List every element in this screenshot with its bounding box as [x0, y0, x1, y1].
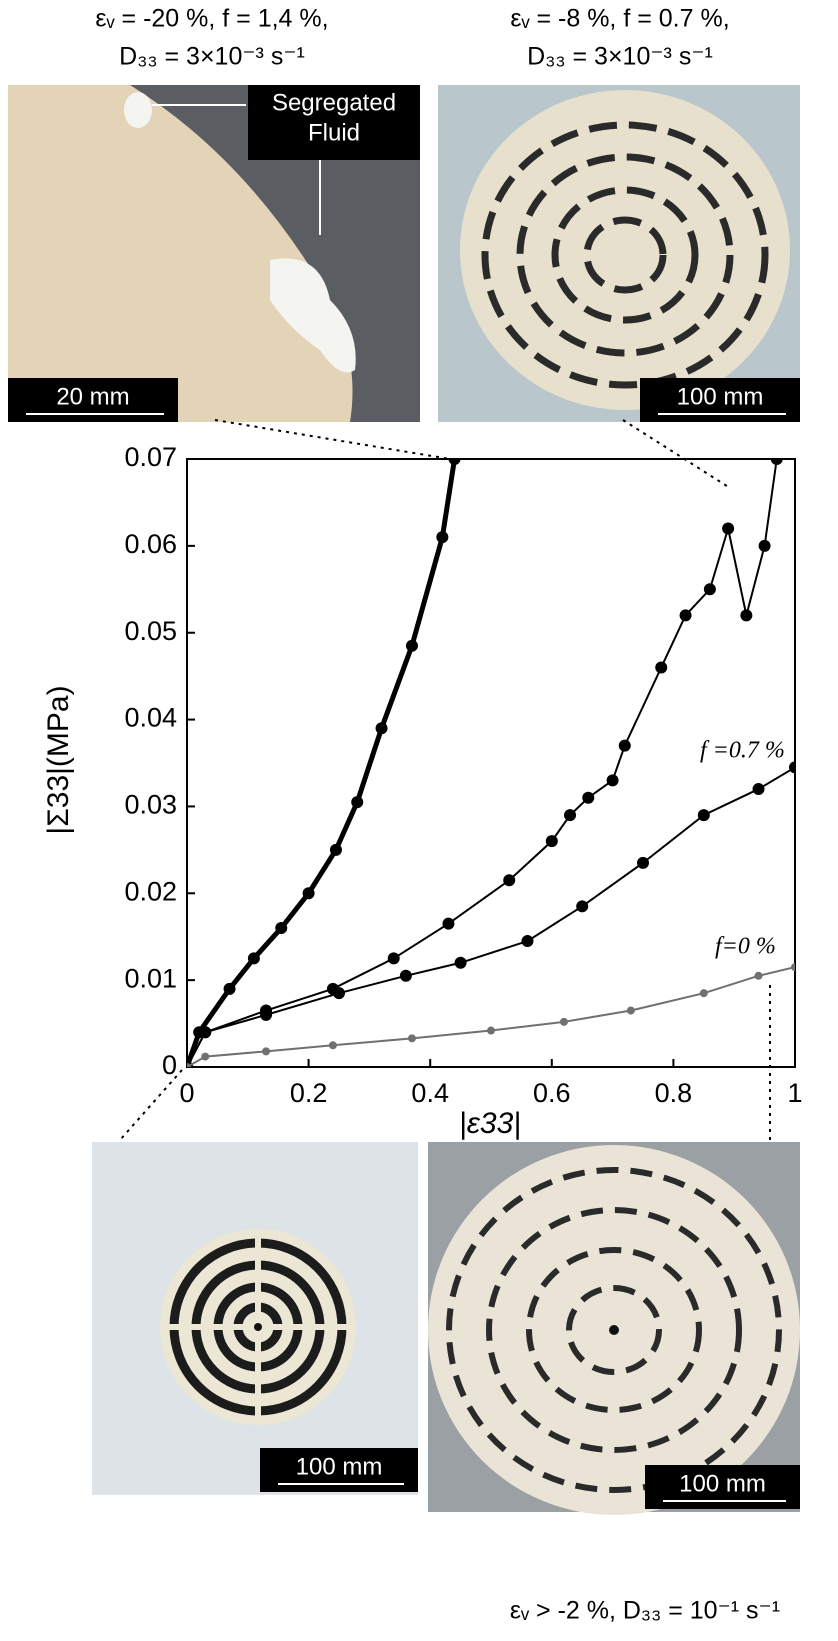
data-point — [521, 935, 534, 948]
data-point — [328, 1041, 337, 1050]
data-point — [407, 1034, 416, 1043]
annotation: f=0 % — [715, 934, 776, 960]
data-point — [275, 922, 288, 935]
series-line — [187, 459, 778, 1067]
data-point — [405, 639, 418, 652]
data-point — [770, 459, 783, 465]
y-tick-label: 0.01 — [124, 963, 177, 993]
data-point — [302, 887, 315, 900]
connectors — [119, 419, 771, 1145]
data-point — [503, 874, 516, 887]
data-point — [223, 982, 236, 995]
data-point — [199, 1026, 212, 1039]
data-point — [545, 835, 558, 848]
data-point — [448, 459, 461, 465]
photo-label: Segregated — [272, 89, 396, 116]
y-axis-label: |Σ33|(MPa) — [42, 685, 75, 834]
data-point — [679, 609, 692, 622]
x-tick-label: 1 — [787, 1078, 802, 1108]
data-point — [655, 661, 668, 674]
data-point — [351, 796, 364, 809]
data-point — [329, 843, 342, 856]
data-point — [618, 739, 631, 752]
x-tick-label: 0 — [179, 1078, 194, 1108]
annotation: f =0.7 % — [700, 738, 785, 764]
data-point — [559, 1017, 568, 1026]
photo-broken-rings — [428, 1142, 800, 1515]
x-tick-label: 0.4 — [411, 1078, 449, 1108]
data-point — [436, 531, 449, 544]
data-point — [375, 722, 388, 735]
photo-caption: D₃₃ = 3×10⁻³ s⁻¹ — [119, 43, 305, 71]
y-tick-label: 0 — [162, 1050, 177, 1080]
y-tick-label: 0.05 — [124, 616, 177, 646]
data-point — [399, 969, 412, 982]
data-point — [722, 522, 735, 535]
y-tick-label: 0.06 — [124, 529, 177, 559]
data-point — [637, 856, 649, 869]
series-line — [187, 966, 795, 1067]
photo-wavy-rings — [438, 85, 800, 422]
data-point — [791, 963, 795, 972]
data-point — [442, 917, 455, 930]
photo-caption: εᵥ > -2 %, D₃₃ = 10⁻¹ s⁻¹ — [510, 1597, 780, 1625]
data-point — [754, 971, 763, 980]
data-point — [187, 1063, 191, 1067]
data-point — [260, 1008, 273, 1021]
x-tick-label: 0.8 — [655, 1078, 693, 1108]
photo-fluid — [8, 85, 420, 422]
plot-area — [187, 459, 795, 1067]
data-point — [789, 761, 795, 774]
y-tick-label: 0.07 — [124, 442, 177, 472]
photo-caption: D₃₃ = 3×10⁻³ s⁻¹ — [527, 43, 713, 71]
x-axis-label: |ε33| — [459, 1107, 521, 1140]
data-point — [333, 987, 345, 1000]
y-tick-label: 0.02 — [124, 876, 177, 906]
scale-bar-label: 100 mm — [677, 383, 764, 410]
data-point — [201, 1052, 210, 1061]
data-point — [387, 952, 400, 965]
series-line — [187, 459, 457, 1067]
scale-bar-label: 20 mm — [56, 383, 129, 410]
photo-caption: εᵥ = -8 %, f = 0.7 %, — [510, 5, 729, 33]
y-tick-label: 0.04 — [124, 703, 177, 733]
data-point — [262, 1047, 271, 1056]
data-point — [703, 583, 716, 596]
scale-bar-label: 100 mm — [679, 1470, 766, 1497]
data-point — [247, 952, 260, 965]
y-tick-label: 0.03 — [124, 790, 177, 820]
photo-concentric — [92, 1142, 418, 1495]
data-point — [740, 609, 753, 622]
data-point — [487, 1026, 495, 1035]
photo-label: Fluid — [308, 119, 360, 146]
data-point — [697, 809, 710, 822]
scale-bar-label: 100 mm — [296, 1453, 383, 1480]
data-point — [626, 1006, 635, 1015]
series-line — [187, 766, 795, 1067]
data-point — [752, 783, 765, 796]
data-point — [454, 956, 467, 969]
data-point — [606, 774, 619, 787]
data-point — [564, 809, 577, 822]
data-point — [576, 900, 589, 913]
photo-caption: εᵥ = -20 %, f = 1,4 %, — [95, 5, 328, 33]
data-point — [758, 539, 771, 552]
data-point — [699, 989, 708, 998]
data-point — [582, 791, 595, 804]
x-tick-label: 0.6 — [533, 1078, 571, 1108]
x-tick-label: 0.2 — [290, 1078, 328, 1108]
